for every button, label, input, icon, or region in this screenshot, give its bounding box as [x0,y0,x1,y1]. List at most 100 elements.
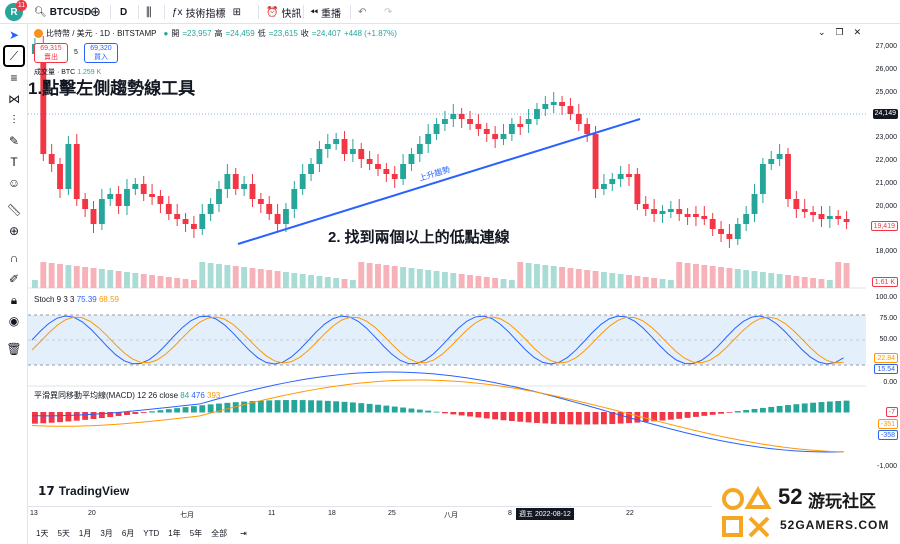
volume-bar [266,270,273,288]
indicators-button[interactable]: ƒx 技術指標 ⊞ [172,6,241,20]
compare-add-button[interactable]: ⊕ [90,4,101,20]
redo-button[interactable]: ↷ [384,4,392,20]
timeframe-5y[interactable]: 5年 [189,528,203,538]
delete-tool[interactable]: 🗑︎ [4,340,24,358]
alert-button[interactable]: ⏰ 快訊 [266,6,302,20]
volume-bar [609,273,616,288]
magnet-tool[interactable]: ∩ [4,249,24,267]
macd-bar [559,412,565,425]
macd-bar [165,409,172,413]
candle-body [48,154,55,164]
candle-body [768,159,775,164]
emoji-tool[interactable]: ☺ [4,174,24,192]
volume-bar [659,279,666,288]
hide-tool[interactable]: ◉ [4,312,24,330]
candle-body [826,216,833,219]
candle-body [149,194,155,197]
volume-bar [826,280,833,288]
timeframe-1d[interactable]: 1天 [36,528,49,538]
volume-bar [207,263,214,288]
macd-bar [843,400,850,413]
chart-canvas[interactable]: 上升趨勢 [28,24,866,506]
candle-body [249,184,256,199]
volume-bar [458,274,465,288]
undo-button[interactable]: ↶ [358,4,366,20]
stay-drawing-tool[interactable]: ✐ [4,270,24,288]
candle-body [843,219,850,222]
macd-bar [659,412,666,421]
macd-bar [249,401,256,413]
volume-tag: 1.61 K [871,277,898,287]
macd-bar [190,406,197,413]
volume-bar [743,270,750,288]
volume-bar [592,271,599,288]
pattern-tool[interactable]: ⋈ [4,90,24,108]
macd-bar [48,412,55,423]
volume-bar [48,263,55,288]
volume-bar [517,262,524,288]
brush-tool[interactable]: ✎ [4,132,24,150]
volume-bar [375,264,381,288]
watermark-number: 52 [778,484,803,509]
candle-body [98,199,105,224]
time-axis[interactable]: 13 20 七月 11 18 25 八月 8 週五 2022-08-12 22 [28,506,866,522]
price-axis[interactable]: 27,000 26,000 25,000 23,000 22,000 21,00… [866,24,900,506]
stoch-k-line [31,315,844,365]
cursor-tool[interactable]: ➤ [4,26,24,44]
measure-tool[interactable]: 📏︎ [4,201,24,219]
candle-body [642,204,649,209]
timeframe-6m[interactable]: 6月 [121,528,135,538]
macd-bar [425,410,432,413]
macd-bar [283,400,289,413]
lock-tool[interactable]: 🔒︎ [4,291,24,309]
macd-bar [257,400,264,413]
timeframe-5d[interactable]: 5天 [57,528,70,538]
volume-bar [308,275,314,288]
horizontal-lines-tool[interactable]: ≡ [4,69,24,87]
collapse-icon[interactable]: ⌄ [818,27,826,37]
candle-body [57,164,63,189]
volume-bar [73,266,80,288]
fib-tool[interactable]: ⫶ [4,111,24,129]
chart-type-button[interactable]: ⫼ [146,4,152,20]
interval-button[interactable]: D [120,6,128,18]
trendline-icon: ⟋ [9,48,19,63]
candle-body [793,199,800,209]
restore-icon[interactable]: ❐ [835,27,844,37]
volume-bar [124,272,130,288]
trendline-tool[interactable]: ⟋ [3,45,25,67]
macd-histogram [32,400,850,425]
uptrend-line[interactable] [237,118,641,245]
candle-body [291,189,298,209]
zoom-tool[interactable]: ⊕ [4,222,24,240]
sell-button[interactable]: 69,315 賣出 [34,43,68,63]
timeframe-1m[interactable]: 1月 [78,528,92,538]
macd-bar [759,407,766,413]
candle-body [433,124,440,134]
volume-bar [450,273,457,288]
text-tool[interactable]: T [4,153,24,171]
plus-circle-icon: ⊕ [90,4,101,19]
date-range-icon[interactable]: ⇥ [240,528,247,538]
symbol-search-button[interactable]: 🔍︎ BTCUSD [34,6,92,18]
candle-body [308,164,314,174]
chart-area[interactable]: 上升趨勢 比特幣 / 美元 · 1D · BITSTAMP ● 開 =23,957… [28,24,866,506]
timeframe-all[interactable]: 全部 [211,528,228,538]
timeframe-1y[interactable]: 1年 [168,528,181,538]
timeframe-ytd[interactable]: YTD [143,528,160,538]
macd-bar [701,412,708,416]
macd-bar [349,402,356,413]
candle-body [667,209,674,212]
timeframe-bar: 1天 5天 1月 3月 6月 YTD 1年 5年 全部 ⇥ [28,522,900,544]
macd-bar [416,409,423,413]
close-icon[interactable]: ✕ [853,27,862,37]
volume-bar [82,267,89,288]
macd-bar [483,412,490,419]
volume-bar [634,276,641,288]
volume-bar [676,262,683,288]
volume-bar [550,266,557,288]
buy-button[interactable]: 69,320 買入 [84,43,118,63]
replay-button[interactable]: ⏪︎ 重播 [310,6,341,20]
timeframe-3m[interactable]: 3月 [100,528,113,538]
volume-bar [734,269,741,288]
